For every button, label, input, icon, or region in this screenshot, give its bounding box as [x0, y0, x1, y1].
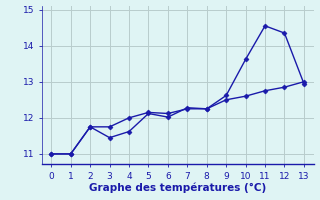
X-axis label: Graphe des températures (°C): Graphe des températures (°C) [89, 182, 266, 193]
